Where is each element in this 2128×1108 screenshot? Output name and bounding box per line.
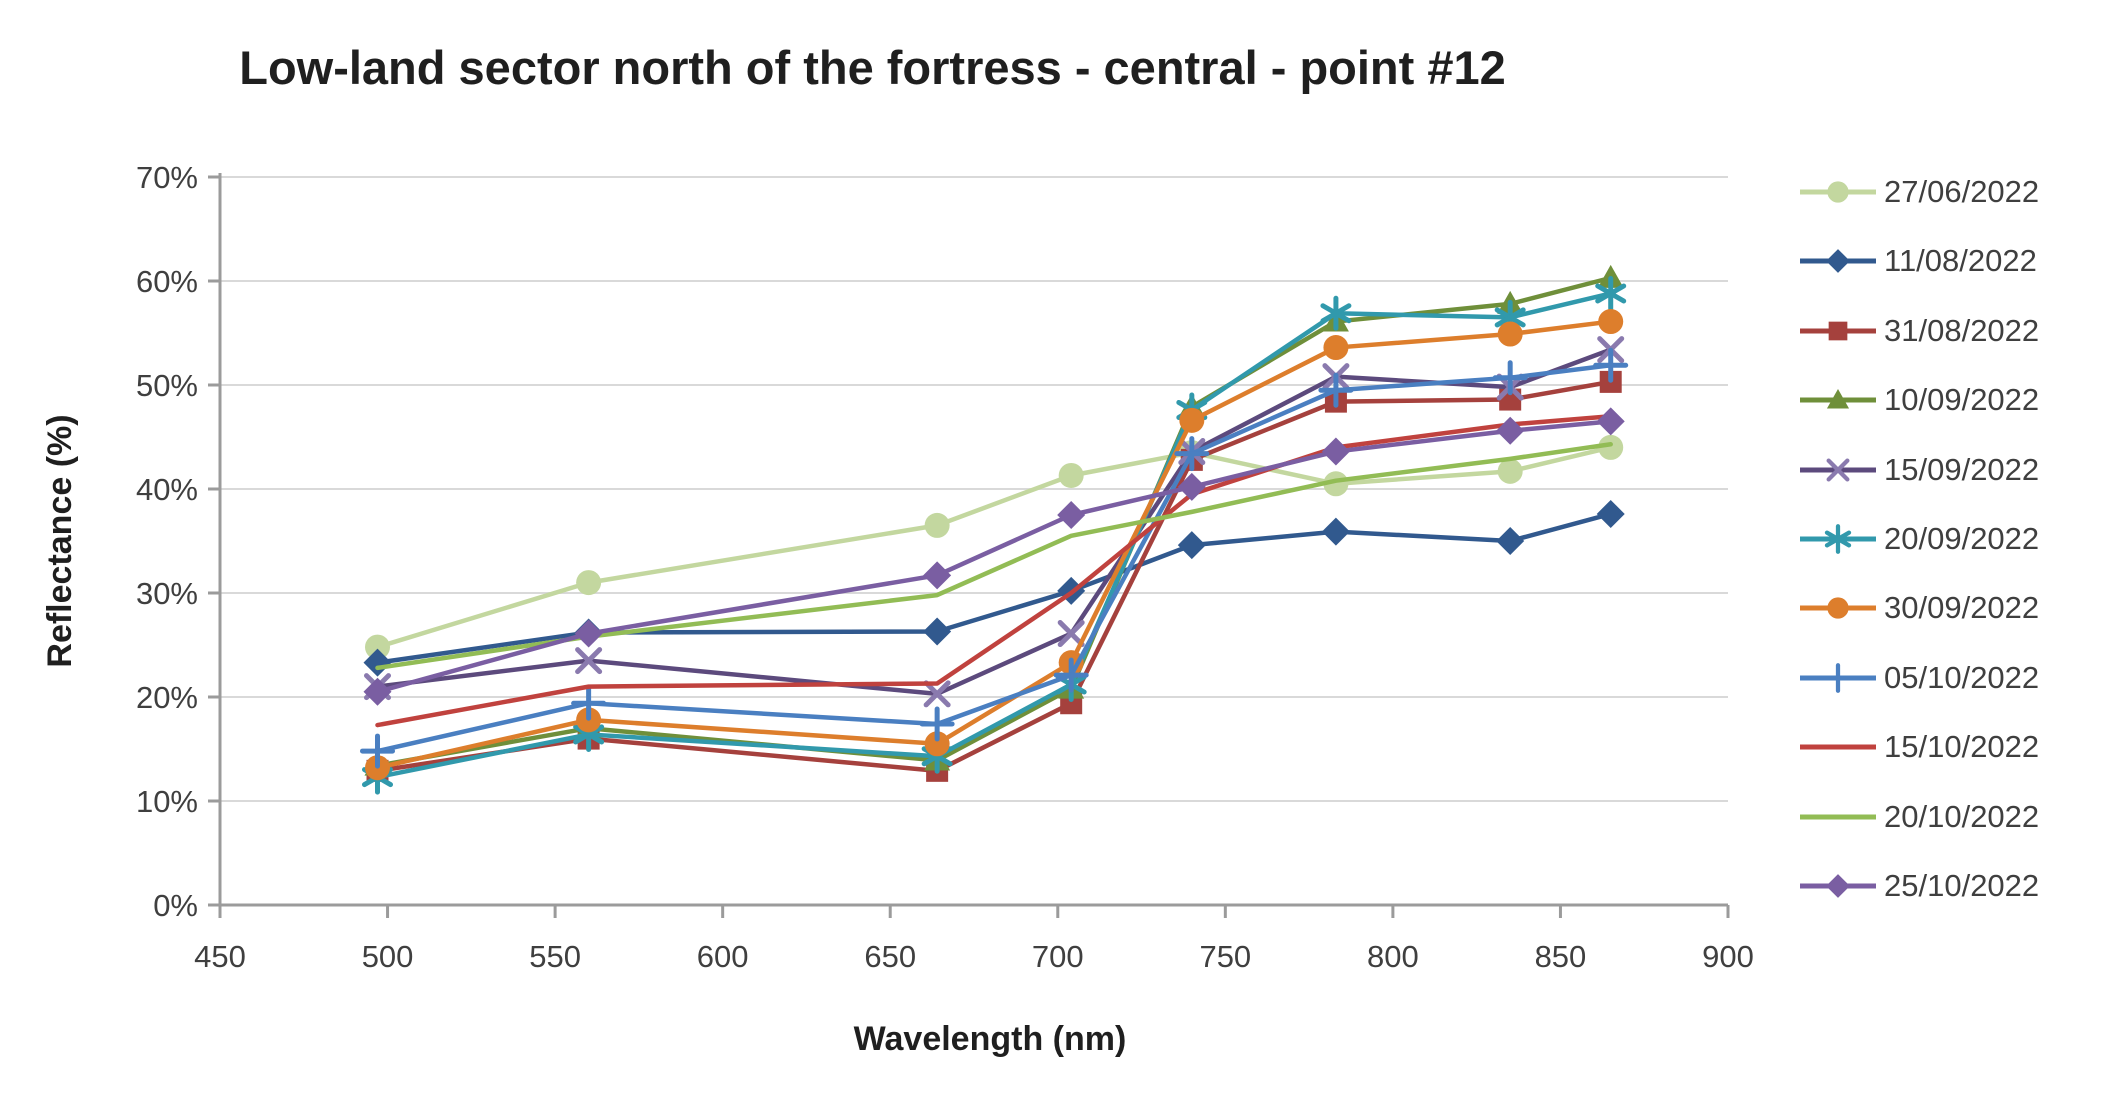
data-point-marker [1497, 321, 1523, 347]
data-point-marker [1496, 527, 1525, 555]
series-line [375, 442, 1613, 671]
data-point-marker [924, 512, 950, 538]
data-point-marker [1596, 499, 1625, 528]
x-tick-label: 700 [1032, 939, 1084, 974]
x-tick-label: 600 [697, 939, 749, 974]
data-point-marker [365, 634, 391, 660]
x-tick-label: 550 [529, 939, 581, 974]
x-tick-label: 750 [1199, 939, 1251, 974]
x-tick-label: 500 [362, 939, 414, 974]
data-point-marker [1321, 517, 1350, 546]
data-point-marker [1177, 472, 1206, 501]
data-point-marker [1057, 620, 1085, 648]
data-point-marker [923, 617, 952, 646]
series-line [375, 413, 1613, 728]
data-point-marker [573, 724, 605, 745]
y-tick-label: 60% [136, 264, 198, 299]
data-point-marker [1177, 531, 1206, 560]
data-point-marker [1323, 471, 1349, 497]
x-tick-label: 650 [864, 939, 916, 974]
series-15-09-2022 [364, 336, 1625, 708]
x-tick-label: 850 [1535, 939, 1587, 974]
series-line [375, 445, 1613, 650]
data-point-marker [1496, 416, 1525, 445]
data-point-marker [1321, 437, 1350, 466]
series-line [375, 419, 1613, 695]
series-05-10-2022 [360, 347, 1629, 769]
y-tick-label: 0% [153, 888, 198, 923]
data-point-marker [1058, 462, 1084, 488]
data-point-marker [363, 677, 392, 706]
data-point-marker [363, 648, 392, 677]
x-tick-label: 800 [1367, 939, 1419, 974]
x-axis-title: Wavelength (nm) [853, 1020, 1127, 1058]
data-point-marker [1320, 303, 1352, 324]
data-point-marker [1323, 335, 1349, 361]
y-tick-label: 70% [136, 160, 198, 195]
data-point-marker [1057, 501, 1086, 529]
series-20-10-2022 [375, 442, 1613, 671]
data-point-marker [575, 647, 603, 675]
data-point-marker [923, 561, 952, 590]
series-line [375, 319, 1613, 770]
data-point-marker [576, 570, 602, 596]
series-line [375, 291, 1613, 780]
data-point-marker [1497, 458, 1523, 484]
y-tick-label: 30% [136, 576, 198, 611]
series-line [375, 362, 1613, 754]
data-point-marker [1598, 434, 1624, 460]
series-line [375, 379, 1613, 774]
data-point-marker [924, 731, 950, 757]
data-point-marker [574, 619, 603, 648]
data-point-marker [1596, 407, 1625, 436]
axes: 0% 10% 20% 30% 40% 50% 60% 70% 450 500 550 600 650 70… [136, 160, 1754, 974]
series-25-10-2022 [363, 407, 1625, 706]
y-tick-label: 50% [136, 368, 198, 403]
data-point-marker [1494, 307, 1526, 328]
chart-title: Low-land sector north of the fortress - … [239, 41, 1506, 94]
x-tick-label: 450 [194, 939, 246, 974]
series-11-08-2022 [363, 499, 1625, 677]
y-tick-label: 40% [136, 472, 198, 507]
data-point-marker [1595, 283, 1627, 304]
gridlines [220, 176, 1728, 802]
data-point-marker [1598, 309, 1624, 335]
y-tick-label: 20% [136, 680, 198, 715]
data-point-marker [1179, 407, 1205, 433]
y-tick-label: 10% [136, 784, 198, 819]
data-point-marker [923, 680, 951, 708]
series-15-10-2022 [375, 413, 1613, 728]
x-tick-label: 900 [1702, 939, 1754, 974]
